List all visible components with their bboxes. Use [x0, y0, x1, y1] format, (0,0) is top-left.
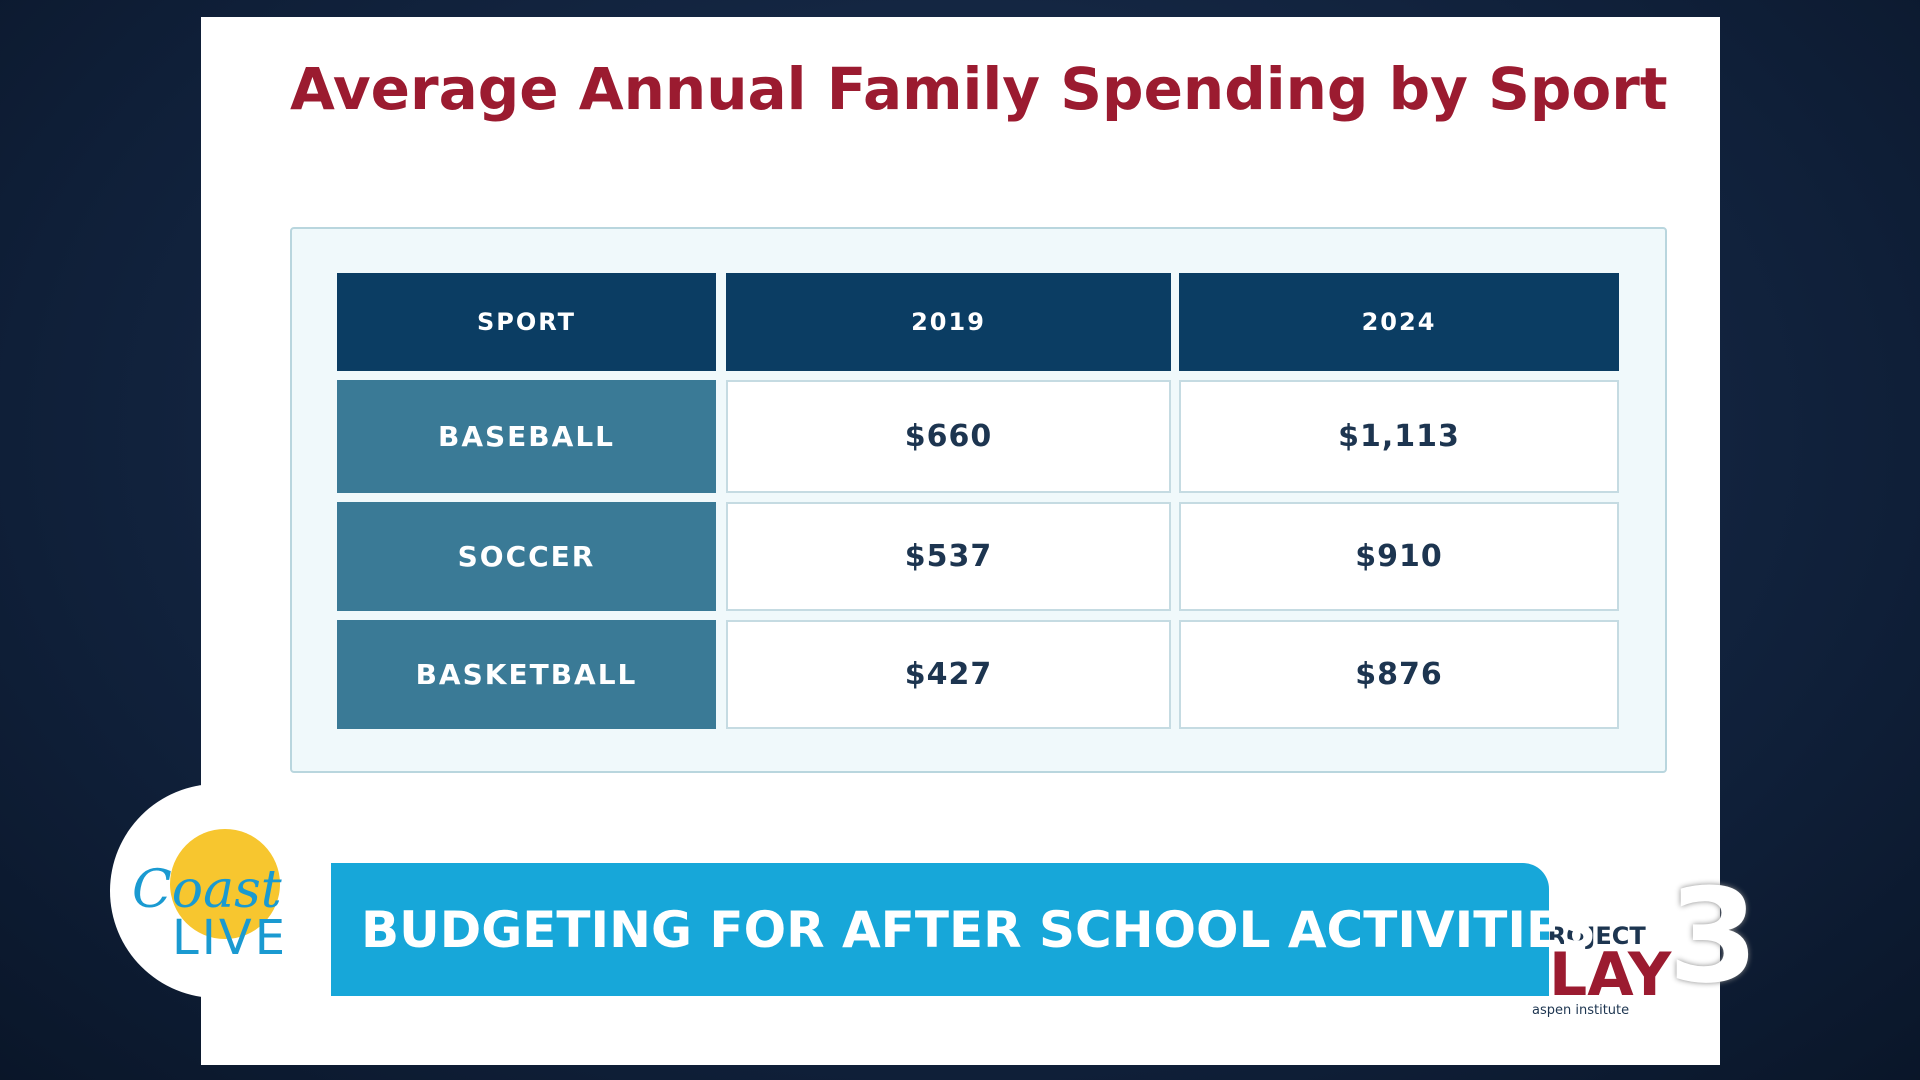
- sponsor-line1: PROJECT: [1530, 922, 1646, 950]
- table-cell: $660: [726, 380, 1171, 493]
- sun-icon: [170, 829, 280, 939]
- lower-third-banner: BUDGETING FOR AFTER SCHOOL ACTIVITIES: [331, 863, 1596, 996]
- show-logo-script: Coast: [132, 860, 282, 920]
- table-cell: $876: [1179, 620, 1619, 729]
- column-header: SPORT: [337, 273, 716, 371]
- table-cell: $537: [726, 502, 1171, 611]
- show-logo: Coast LIVE: [110, 784, 324, 998]
- column-header: 2019: [726, 273, 1171, 371]
- channel-logo: 3: [1668, 860, 1759, 1012]
- table-cell: $910: [1179, 502, 1619, 611]
- slide-title: Average Annual Family Spending by Sport: [290, 55, 1668, 123]
- row-header: BASKETBALL: [337, 620, 716, 729]
- row-header: BASEBALL: [337, 380, 716, 493]
- sponsor-line3: aspen institute: [1532, 1003, 1630, 1018]
- show-logo-word: LIVE: [172, 910, 289, 966]
- table-cell: $1,113: [1179, 380, 1619, 493]
- column-header: 2024: [1179, 273, 1619, 371]
- row-header: SOCCER: [337, 502, 716, 611]
- table-cell: $427: [726, 620, 1171, 729]
- banner-text: BUDGETING FOR AFTER SCHOOL ACTIVITIES: [361, 900, 1597, 959]
